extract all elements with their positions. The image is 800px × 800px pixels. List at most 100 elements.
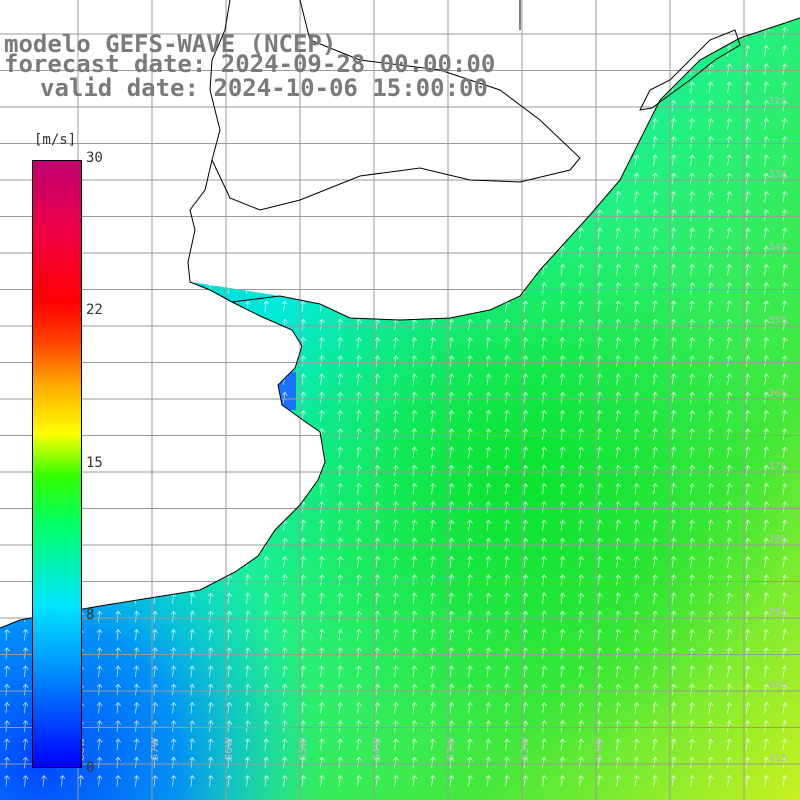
wind-arrow (633, 409, 640, 422)
wind-arrow (319, 154, 325, 167)
wind-arrow (393, 227, 399, 240)
wind-arrow (782, 99, 788, 112)
wind-arrow (633, 683, 640, 696)
wind-arrow (356, 482, 362, 495)
wind-arrow (596, 482, 603, 495)
wind-arrow (708, 774, 714, 787)
wind-arrow (319, 647, 325, 659)
wind-arrow (670, 464, 677, 477)
wind-arrow (522, 81, 529, 94)
wind-arrow (411, 136, 418, 148)
latitude-label: 33S (768, 169, 787, 180)
wind-arrow (782, 446, 788, 459)
wind-arrow (578, 245, 585, 258)
wind-arrow (411, 683, 418, 696)
wind-arrow (356, 26, 362, 39)
wind-arrow (578, 391, 585, 404)
wind-arrow (282, 446, 288, 459)
wind-arrow (189, 647, 196, 659)
wind-arrow (356, 227, 362, 240)
wind-arrow (448, 282, 455, 294)
wind-arrow (596, 355, 603, 367)
wind-arrow (263, 18, 270, 21)
wind-arrow (689, 263, 696, 276)
wind-arrow (708, 117, 714, 130)
wind-arrow (393, 720, 399, 732)
wind-arrow (652, 665, 659, 678)
wind-arrow (22, 18, 29, 21)
wind-arrow (263, 738, 270, 751)
wind-arrow (189, 482, 196, 495)
wind-arrow (430, 610, 436, 623)
wind-arrow (4, 555, 10, 568)
wind-arrow (467, 209, 473, 221)
wind-arrow (763, 428, 770, 440)
wind-arrow (559, 501, 566, 513)
wind-arrow (689, 701, 696, 714)
wind-arrow (22, 574, 29, 586)
wind-arrow (337, 209, 344, 221)
wind-arrow (22, 117, 29, 130)
wind-arrow (226, 355, 233, 367)
wind-arrow (596, 81, 603, 94)
wind-arrow (300, 428, 307, 440)
wind-arrow (337, 482, 344, 495)
wind-arrow (374, 336, 381, 349)
wind-arrow (670, 117, 677, 130)
wind-arrow (615, 26, 622, 39)
wind-arrow (115, 282, 121, 294)
wind-arrow (374, 628, 381, 641)
wind-arrow (633, 18, 640, 21)
wind-arrow (189, 537, 196, 550)
wind-arrow (263, 464, 270, 477)
latitude-label: 36S (768, 388, 787, 399)
wind-arrow (96, 117, 103, 130)
wind-arrow (133, 610, 140, 623)
wind-arrow (374, 647, 381, 659)
wind-arrow (633, 446, 640, 459)
wind-arrow (745, 592, 751, 605)
wind-arrow (374, 263, 381, 276)
wind-arrow (745, 501, 751, 513)
wind-arrow (763, 336, 770, 349)
wind-arrow (763, 63, 770, 75)
wind-arrow (522, 574, 529, 586)
wind-arrow (522, 136, 529, 148)
wind-arrow (245, 628, 251, 641)
wind-arrow (485, 154, 492, 167)
wind-arrow (374, 282, 381, 294)
wind-arrow (596, 99, 603, 112)
wind-arrow (467, 555, 473, 568)
wind-arrow (670, 99, 677, 112)
wind-arrow (374, 209, 381, 221)
wind-arrow (522, 720, 529, 732)
wind-arrow (689, 555, 696, 568)
wind-arrow (263, 209, 270, 221)
wind-arrow (559, 409, 566, 422)
wind-arrow (133, 446, 140, 459)
wind-arrow (485, 665, 492, 678)
wind-arrow (282, 428, 288, 440)
wind-arrow (4, 263, 10, 276)
wind-arrow (615, 537, 622, 550)
wind-arrow (152, 628, 159, 641)
wind-arrow (615, 209, 622, 221)
wind-arrow (22, 446, 29, 459)
wind-arrow (4, 282, 10, 294)
wind-arrow (596, 18, 603, 21)
wind-arrow (708, 263, 714, 276)
wind-arrow (170, 720, 177, 732)
wind-arrow (485, 446, 492, 459)
wind-arrow (300, 628, 307, 641)
wind-arrow (448, 245, 455, 258)
wind-arrow (745, 18, 751, 21)
wind-arrow (374, 464, 381, 477)
wind-arrow (411, 336, 418, 349)
wind-arrow (207, 720, 214, 732)
wind-arrow (578, 63, 585, 75)
wind-arrow (670, 63, 677, 75)
wind-arrow (356, 610, 362, 623)
wind-arrow (411, 18, 418, 21)
wind-arrow (245, 336, 251, 349)
wind-arrow (226, 117, 233, 130)
